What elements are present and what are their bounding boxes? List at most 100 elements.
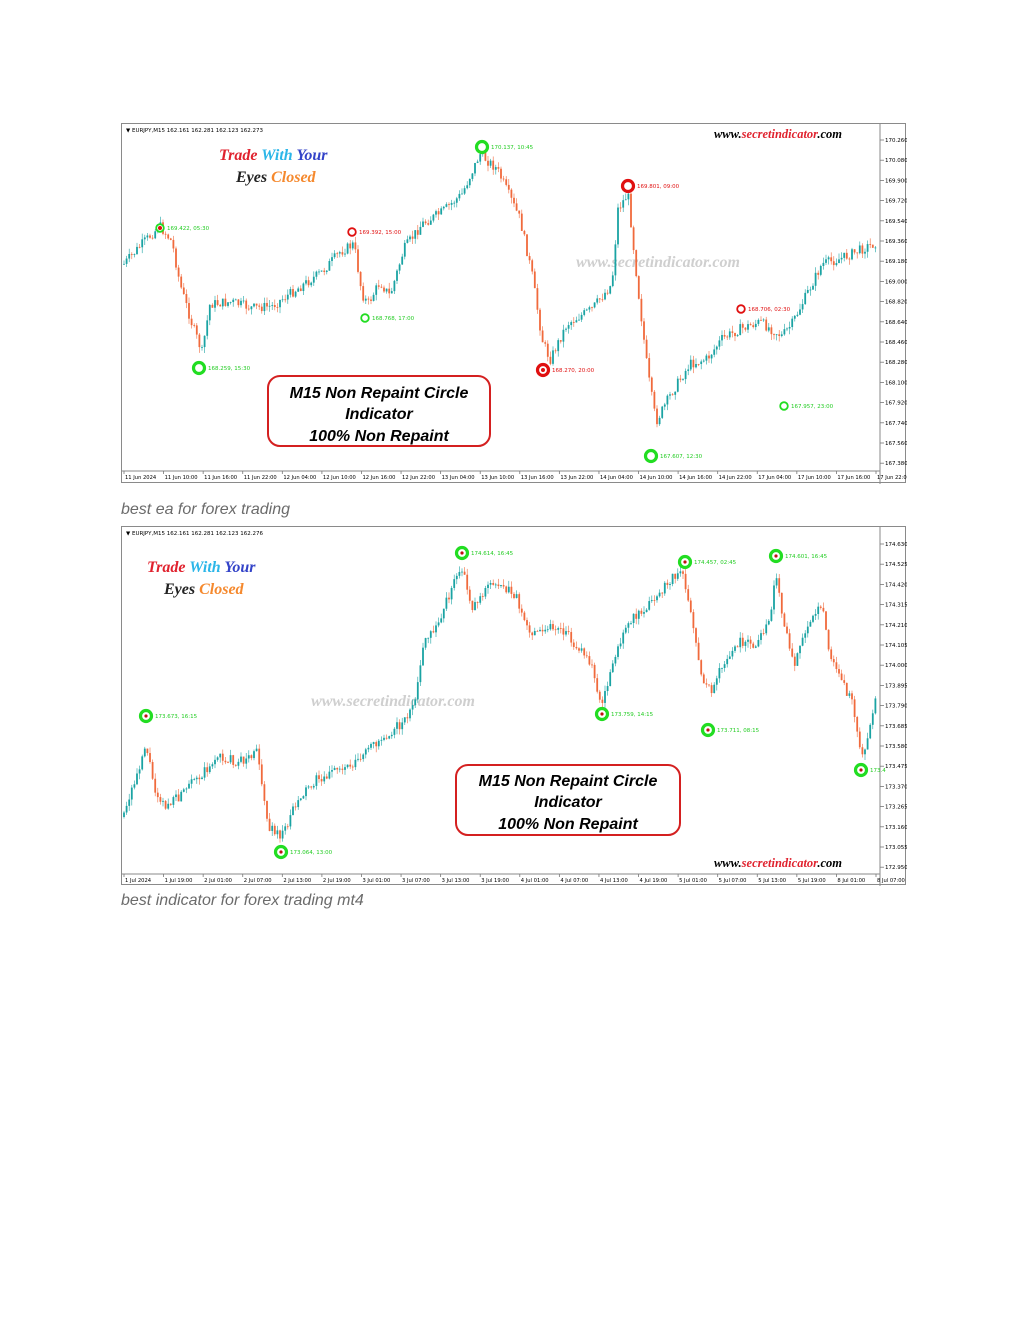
candle-body (180, 791, 183, 802)
candle-body (830, 257, 833, 262)
candle-body (424, 221, 427, 224)
candle-body (669, 394, 671, 396)
candle-body (765, 319, 768, 331)
time-axis: 11 Jun 2024 11 Jun 10:00 11 Jun 16:00 11 Ju… (123, 471, 907, 481)
candle-body (593, 664, 596, 679)
candle-body (250, 755, 253, 759)
candle-body (484, 588, 487, 597)
candle-body (476, 602, 479, 603)
candle-body (349, 243, 352, 249)
candle-body (221, 298, 224, 307)
candle-body (427, 223, 430, 225)
price-tick-label: 173.055 (885, 845, 907, 851)
candle-body (806, 626, 809, 634)
candle-body (143, 748, 146, 757)
candle-body (861, 245, 864, 254)
candle-body (611, 275, 614, 287)
candle-body (843, 252, 846, 258)
candle-body (208, 304, 211, 321)
candle-body (611, 663, 614, 673)
candle-body (780, 592, 783, 614)
candle-body (232, 299, 235, 303)
candle-body (596, 678, 599, 692)
signal-label: 169.422, 05:30 (167, 226, 210, 232)
candle-body (289, 815, 292, 827)
candle-body (458, 571, 461, 576)
candle-body (346, 764, 349, 768)
candle-body (146, 748, 149, 754)
signal-label: 174.614, 16:45 (471, 551, 514, 557)
candle-body (247, 308, 250, 310)
candle-body (718, 668, 721, 679)
time-tick-label: 13 Jun 16:00 (521, 475, 554, 481)
candle-body (786, 626, 788, 634)
candle-body (718, 340, 721, 347)
candle-body (266, 800, 268, 819)
candle-body (632, 613, 635, 624)
candle-body (299, 798, 302, 801)
candle-body (708, 684, 710, 686)
candle-body (515, 203, 518, 211)
candle-body (211, 304, 214, 308)
candle-body (637, 276, 640, 299)
candle-body (520, 213, 523, 231)
candle-body (783, 613, 786, 627)
candle-body (858, 245, 861, 254)
candle-body (598, 691, 601, 700)
candle-body (357, 758, 359, 760)
candle-body (853, 699, 856, 717)
candle-body (182, 789, 185, 792)
candle-body (474, 602, 476, 610)
time-tick-label: 13 Jun 22:00 (560, 475, 593, 481)
candle-body (580, 648, 583, 651)
candle-body (559, 628, 562, 629)
candle-body (414, 230, 417, 239)
candle-body (440, 618, 443, 623)
candle-body (814, 613, 817, 616)
time-tick-label: 14 Jun 16:00 (679, 475, 712, 481)
candle-body (195, 777, 198, 780)
candle-body (817, 272, 820, 275)
promo-box (455, 764, 681, 836)
candle-body (541, 629, 544, 632)
candle-body (502, 178, 505, 180)
candle-body (822, 262, 825, 266)
candle-body (442, 608, 445, 619)
candle-body (450, 587, 453, 600)
candle-body (832, 261, 835, 266)
signal-circle-core (541, 368, 545, 372)
candle-body (203, 335, 206, 348)
candle-body (245, 758, 248, 764)
signal-label: 167.957, 23:00 (791, 404, 834, 410)
candle-body (208, 766, 211, 773)
candle-body (708, 355, 710, 359)
candle-body (474, 162, 476, 174)
candle-body (770, 609, 773, 621)
time-tick-label: 8 Jul 01:00 (837, 878, 865, 884)
time-tick-label: 3 Jul 19:00 (481, 878, 509, 884)
candle-body (372, 294, 375, 301)
candle-body (305, 787, 307, 797)
candle-body (164, 800, 167, 809)
chart-canvas: ▼ EURJPY,M15 162.161 162.281 162.123 162… (122, 124, 907, 484)
candle-body (713, 684, 716, 694)
candle-body (281, 299, 284, 301)
candle-body (463, 188, 466, 194)
candle-body (297, 288, 300, 292)
candle-body (380, 286, 383, 288)
chart-header: ▼ EURJPY,M15 162.161 162.281 162.123 162… (126, 128, 263, 134)
candle-body (754, 646, 757, 648)
candle-body (700, 660, 703, 675)
promo-box-line-2: Indicator (345, 406, 413, 423)
candle-body (435, 625, 437, 633)
candle-body (377, 740, 380, 747)
candle-body (188, 303, 190, 319)
candle-body (614, 656, 617, 664)
signal-label: 173.711, 08:15 (717, 728, 760, 734)
candle-body (554, 350, 557, 352)
candle-body (341, 252, 344, 255)
promo-box-line-1: M15 Non Repaint Circle (479, 773, 658, 790)
candle-body (130, 787, 133, 800)
watermark: www.secretindicator.com (311, 693, 475, 710)
candle-body (822, 607, 825, 612)
